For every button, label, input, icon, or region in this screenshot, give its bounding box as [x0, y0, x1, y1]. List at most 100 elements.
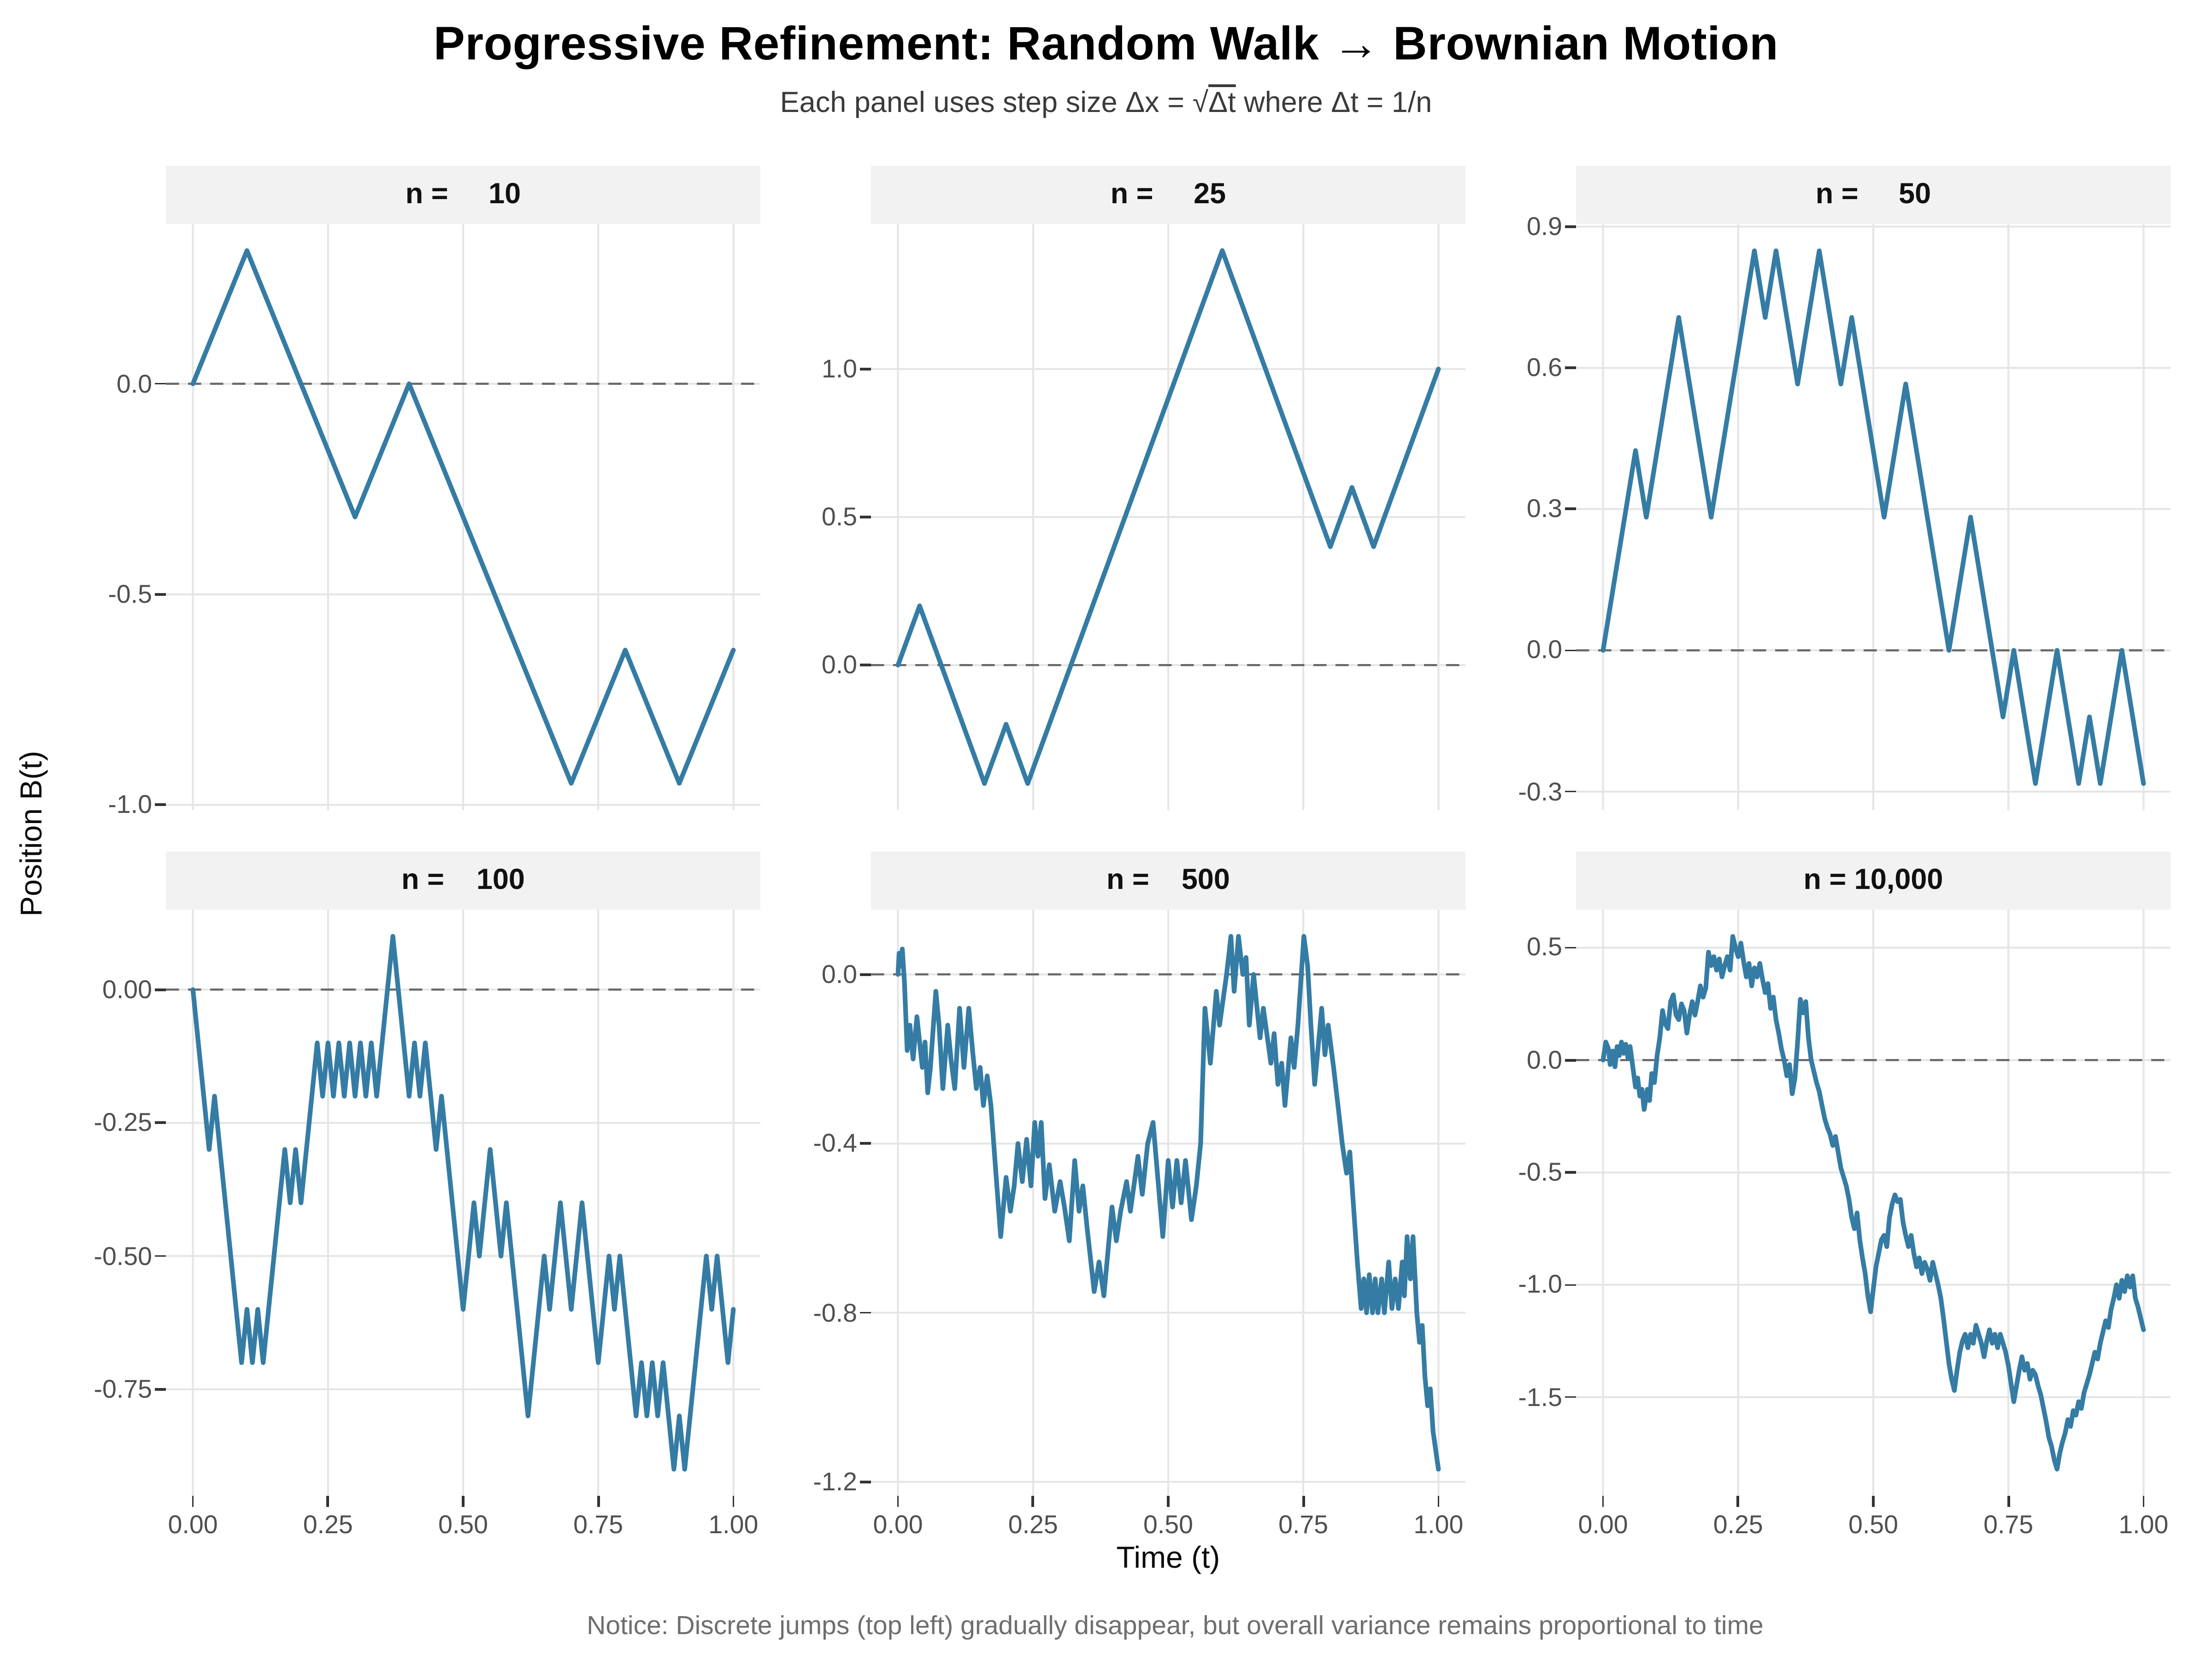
y-tick-mark [155, 1388, 166, 1391]
y-tick-label: -0.25 [94, 1107, 152, 1137]
panel-plot-n-500 [871, 910, 1465, 1496]
x-tick-mark [1302, 1496, 1305, 1507]
subtitle-suffix: where Δt = 1/n [1235, 87, 1432, 119]
facet-strip-n-10000: n = 10,000 [1576, 852, 2171, 910]
y-tick-mark [860, 1481, 871, 1483]
x-tick-mark [897, 1496, 899, 1507]
x-tick-mark [1437, 1496, 1440, 1507]
y-tick-label: 0.5 [1526, 932, 1562, 962]
x-tick-label: 0.75 [573, 1510, 624, 1539]
y-tick-label: 0.0 [1526, 1045, 1562, 1074]
y-tick-mark [860, 516, 871, 518]
y-tick-mark [1565, 1171, 1576, 1174]
x-axis-title: Time (t) [1116, 1540, 1220, 1575]
y-tick-mark [155, 988, 166, 991]
y-tick-mark [1565, 1283, 1576, 1286]
y-tick-mark [1565, 1059, 1576, 1061]
facet-strip-n-25: n = 25 [871, 166, 1465, 224]
y-tick-mark [1565, 1396, 1576, 1399]
x-tick-label: 0.25 [1008, 1510, 1058, 1539]
y-tick-mark [1565, 225, 1576, 228]
y-tick-mark [1565, 790, 1576, 793]
x-tick-label: 0.50 [1848, 1510, 1898, 1539]
x-tick-label: 0.25 [1713, 1510, 1763, 1539]
x-tick-mark [1602, 1496, 1604, 1507]
panel-plot-n-10 [166, 224, 760, 810]
x-tick-label: 1.00 [1413, 1510, 1464, 1539]
chart-title: Progressive Refinement: Random Walk → Br… [433, 18, 1779, 71]
x-tick-mark [597, 1496, 600, 1507]
y-tick-label: -0.8 [813, 1297, 857, 1327]
facet-strip-n-100: n = 100 [166, 852, 760, 910]
facet-strip-n-10: n = 10 [166, 166, 760, 224]
y-tick-label: -0.5 [108, 579, 152, 608]
chart-caption: Notice: Discrete jumps (top left) gradua… [587, 1612, 1764, 1641]
y-tick-label: -1.2 [813, 1466, 857, 1496]
y-tick-mark [155, 593, 166, 596]
x-tick-label: 0.75 [1983, 1510, 2034, 1539]
y-tick-label: 0.0 [1526, 635, 1562, 665]
y-tick-mark [860, 1142, 871, 1145]
subtitle-prefix: Each panel uses step size Δx = [780, 87, 1193, 119]
x-tick-mark [1167, 1496, 1170, 1507]
chart-subtitle: Each panel uses step size Δx = √Δt where… [0, 87, 2212, 120]
x-tick-mark [732, 1496, 735, 1507]
x-tick-mark [1872, 1496, 1875, 1507]
y-tick-mark [860, 1312, 871, 1314]
y-tick-label: 0.5 [821, 502, 857, 531]
x-tick-label: 0.00 [873, 1510, 923, 1539]
y-tick-mark [860, 973, 871, 976]
x-tick-label: 0.25 [303, 1510, 353, 1539]
y-tick-mark [860, 664, 871, 666]
y-tick-label: -0.50 [94, 1241, 152, 1270]
y-tick-label: 0.3 [1526, 494, 1562, 523]
y-tick-mark [1565, 366, 1576, 369]
sqrt-icon: √ [1192, 87, 1209, 119]
x-tick-mark [2007, 1496, 2010, 1507]
x-tick-mark [1032, 1496, 1035, 1507]
y-tick-label: -0.5 [1518, 1157, 1562, 1187]
x-tick-mark [327, 1496, 329, 1507]
x-tick-label: 0.00 [168, 1510, 218, 1539]
y-tick-mark [155, 804, 166, 806]
y-tick-label: -1.5 [1518, 1382, 1562, 1411]
x-tick-mark [462, 1496, 465, 1507]
y-tick-mark [155, 382, 166, 385]
y-tick-label: -0.75 [94, 1374, 152, 1403]
y-tick-label: 1.0 [821, 353, 857, 383]
y-tick-mark [155, 1255, 166, 1257]
y-tick-mark [1565, 649, 1576, 652]
y-tick-mark [860, 368, 871, 371]
y-tick-mark [1565, 508, 1576, 511]
y-tick-label: 0.00 [102, 974, 152, 1004]
x-tick-mark [2142, 1496, 2145, 1507]
y-tick-mark [1565, 947, 1576, 949]
facet-strip-n-500: n = 500 [871, 852, 1465, 910]
y-axis-title: Position B(t) [14, 751, 48, 917]
y-tick-label: 0.0 [116, 368, 152, 398]
y-tick-label: -0.4 [813, 1128, 857, 1158]
facet-strip-n-50: n = 50 [1576, 166, 2171, 224]
panel-plot-n-25 [871, 224, 1465, 810]
x-tick-label: 1.00 [708, 1510, 759, 1539]
y-tick-label: -0.3 [1518, 776, 1562, 806]
panel-plot-n-50 [1576, 224, 2171, 810]
x-tick-label: 0.50 [438, 1510, 488, 1539]
y-tick-label: 0.0 [821, 959, 857, 988]
panel-plot-n-10000 [1576, 910, 2171, 1496]
x-tick-label: 0.50 [1143, 1510, 1193, 1539]
y-tick-mark [155, 1122, 166, 1124]
subtitle-radicand: Δt [1208, 87, 1236, 119]
y-tick-label: -1.0 [1518, 1269, 1562, 1299]
y-tick-label: -1.0 [108, 789, 152, 819]
y-tick-label: 0.0 [821, 650, 857, 679]
x-tick-label: 1.00 [2118, 1510, 2169, 1539]
panel-plot-n-100 [166, 910, 760, 1496]
x-tick-label: 0.00 [1578, 1510, 1628, 1539]
x-tick-mark [192, 1496, 194, 1507]
x-tick-mark [1737, 1496, 1740, 1507]
y-tick-label: 0.6 [1526, 353, 1562, 382]
y-tick-label: 0.9 [1526, 211, 1562, 241]
x-tick-label: 0.75 [1278, 1510, 1329, 1539]
